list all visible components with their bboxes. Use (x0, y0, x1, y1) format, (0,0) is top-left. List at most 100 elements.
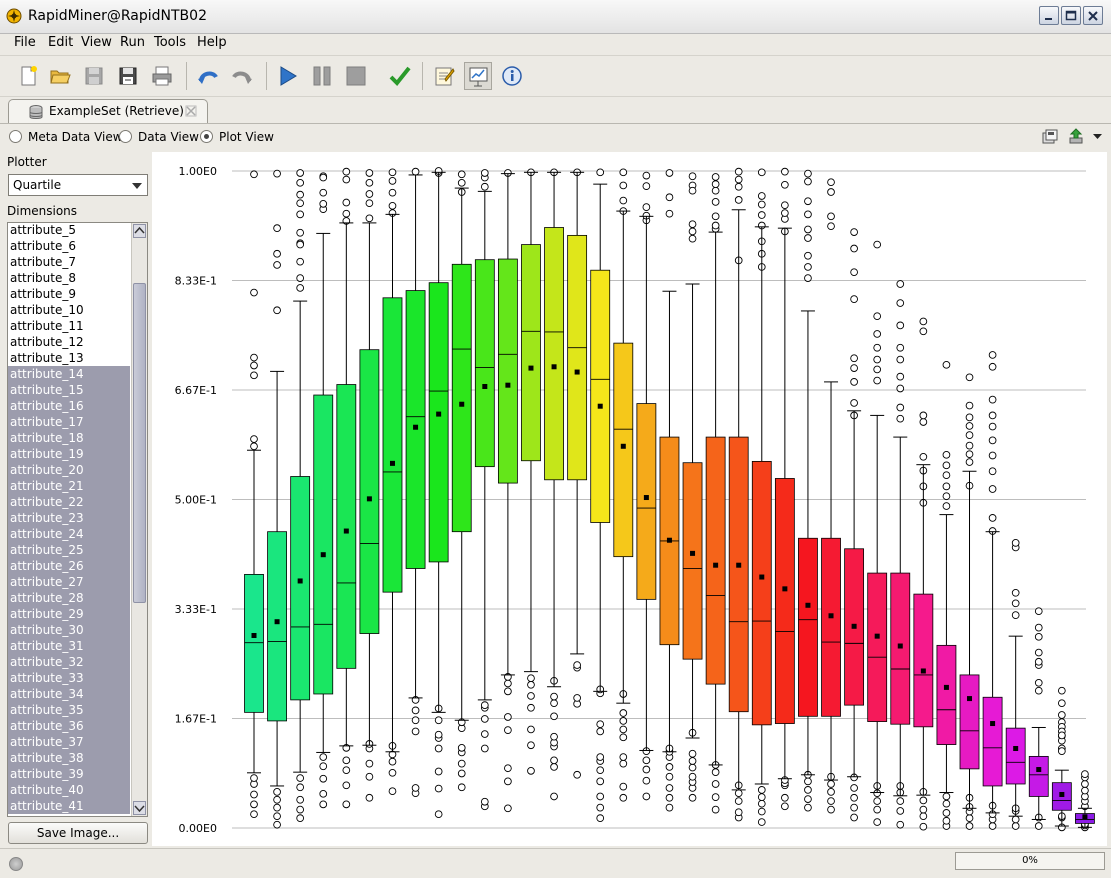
maximize-button[interactable] (1061, 6, 1081, 25)
pause-button[interactable] (308, 62, 336, 90)
outlier-point (296, 795, 305, 804)
outlier-point (457, 769, 466, 778)
dimension-item[interactable]: attribute_15 (8, 382, 130, 398)
open-button[interactable] (46, 62, 74, 90)
dimension-item[interactable]: attribute_30 (8, 622, 130, 638)
outlier-point (988, 351, 997, 359)
radio-plot-view[interactable] (200, 130, 213, 143)
menu-help[interactable]: Help (197, 35, 227, 50)
dimension-item[interactable]: attribute_8 (10, 271, 76, 285)
dimension-item[interactable]: attribute_24 (8, 526, 130, 542)
outlier-point (273, 795, 281, 804)
dimension-item[interactable]: attribute_28 (8, 590, 130, 606)
redo-button[interactable] (228, 62, 256, 90)
new-process-button[interactable] (14, 62, 42, 90)
dimension-item[interactable]: attribute_16 (8, 398, 130, 414)
chevron-down-icon[interactable] (1093, 134, 1103, 140)
undo-button[interactable] (194, 62, 222, 90)
dimension-item[interactable]: attribute_27 (8, 574, 130, 590)
print-button[interactable] (148, 62, 176, 90)
copy-image-icon[interactable] (1041, 129, 1059, 145)
data-view-label[interactable]: Data View (138, 130, 199, 144)
radio-meta-data-view[interactable] (9, 130, 22, 143)
dimension-item[interactable]: attribute_37 (8, 734, 130, 750)
dimension-item[interactable]: attribute_25 (8, 542, 130, 558)
dimension-item[interactable]: attribute_32 (8, 654, 130, 670)
outlier-point (342, 756, 351, 765)
dimension-item[interactable]: attribute_9 (10, 287, 76, 301)
dimension-item[interactable]: attribute_20 (8, 462, 130, 478)
dimension-item[interactable]: attribute_23 (8, 510, 130, 526)
info-button[interactable] (498, 62, 526, 90)
validate-button[interactable] (386, 62, 414, 90)
dimension-item[interactable]: attribute_34 (8, 686, 130, 702)
scrollbar-thumb[interactable] (133, 283, 146, 603)
dimension-item[interactable]: attribute_7 (10, 255, 76, 269)
mean-marker (1059, 791, 1065, 797)
dimension-item[interactable]: attribute_40 (8, 782, 130, 798)
dimension-item[interactable]: attribute_5 (10, 223, 76, 237)
dimension-item[interactable]: attribute_33 (8, 670, 130, 686)
save-button[interactable] (80, 62, 108, 90)
dimension-item[interactable]: attribute_36 (8, 718, 130, 734)
save-image-button[interactable]: Save Image... (8, 822, 148, 844)
radio-data-view[interactable] (119, 130, 132, 143)
dimensions-list[interactable]: attribute_41 attribute_40 attribute_39 attr… (7, 222, 148, 817)
dimension-item[interactable]: attribute_13 (10, 351, 84, 365)
dimension-item[interactable]: attribute_11 (10, 319, 84, 333)
minimize-button[interactable] (1039, 6, 1059, 25)
stop-button[interactable] (342, 62, 370, 90)
dimension-item[interactable]: attribute_35 (8, 702, 130, 718)
export-icon[interactable] (1068, 128, 1084, 144)
menu-view[interactable]: View (81, 35, 112, 50)
outlier-point (896, 355, 905, 364)
outlier-point (365, 169, 374, 177)
dimension-item[interactable]: attribute_6 (10, 239, 76, 253)
dimension-item[interactable]: attribute_17 (8, 414, 130, 430)
outlier-point (527, 703, 535, 712)
outlier-point (873, 805, 882, 814)
close-button[interactable] (1083, 6, 1103, 25)
outlier-point (1034, 623, 1043, 632)
dimension-item[interactable]: attribute_18 (8, 430, 130, 446)
dimension-item[interactable]: attribute_19 (8, 446, 130, 462)
dimension-item[interactable]: attribute_39 (8, 766, 130, 782)
mean-marker (597, 403, 603, 409)
tab-exampleset-retrieve[interactable]: ExampleSet (Retrieve) (8, 99, 208, 123)
outlier-point (296, 805, 305, 814)
dimensions-scrollbar[interactable] (131, 223, 147, 816)
dimension-item[interactable]: attribute_14 (8, 366, 130, 382)
menu-run[interactable]: Run (120, 35, 145, 50)
run-button[interactable] (274, 62, 302, 90)
dimension-item[interactable]: attribute_29 (8, 606, 130, 622)
menu-tools[interactable]: Tools (154, 35, 187, 50)
plotter-select[interactable]: Quartile (8, 174, 148, 196)
save-as-button[interactable] (114, 62, 142, 90)
outlier-point (480, 169, 489, 177)
dimension-item[interactable]: attribute_10 (10, 303, 84, 317)
dimension-item[interactable]: attribute_41 (8, 798, 130, 814)
outlier-point (919, 822, 928, 831)
outlier-point (1057, 731, 1066, 740)
box-iqr (474, 259, 495, 468)
outlier-point (388, 201, 397, 210)
plot-view-label[interactable]: Plot View (219, 130, 274, 144)
dimension-item[interactable]: attribute_31 (8, 638, 130, 654)
dimension-item[interactable]: attribute_12 (10, 335, 84, 349)
scroll-down-button[interactable] (133, 801, 146, 815)
dock-icon[interactable] (185, 105, 197, 117)
dimension-item[interactable]: attribute_38 (8, 750, 130, 766)
menu-file[interactable]: File (14, 35, 36, 50)
menu-edit[interactable]: Edit (48, 35, 74, 50)
result-perspective-button[interactable] (464, 62, 492, 90)
meta-data-view-label[interactable]: Meta Data View (28, 130, 123, 144)
design-perspective-button[interactable] (430, 62, 458, 90)
dimension-item[interactable]: attribute_26 (8, 558, 130, 574)
outlier-point (1034, 657, 1043, 666)
box-iqr (913, 593, 934, 728)
scroll-up-button[interactable] (133, 224, 146, 238)
outlier-point (296, 190, 305, 199)
dimension-item[interactable]: attribute_21 (8, 478, 130, 494)
dimension-item[interactable]: attribute_22 (8, 494, 130, 510)
menu-bar: File Edit View Run Tools Help (0, 33, 1111, 53)
